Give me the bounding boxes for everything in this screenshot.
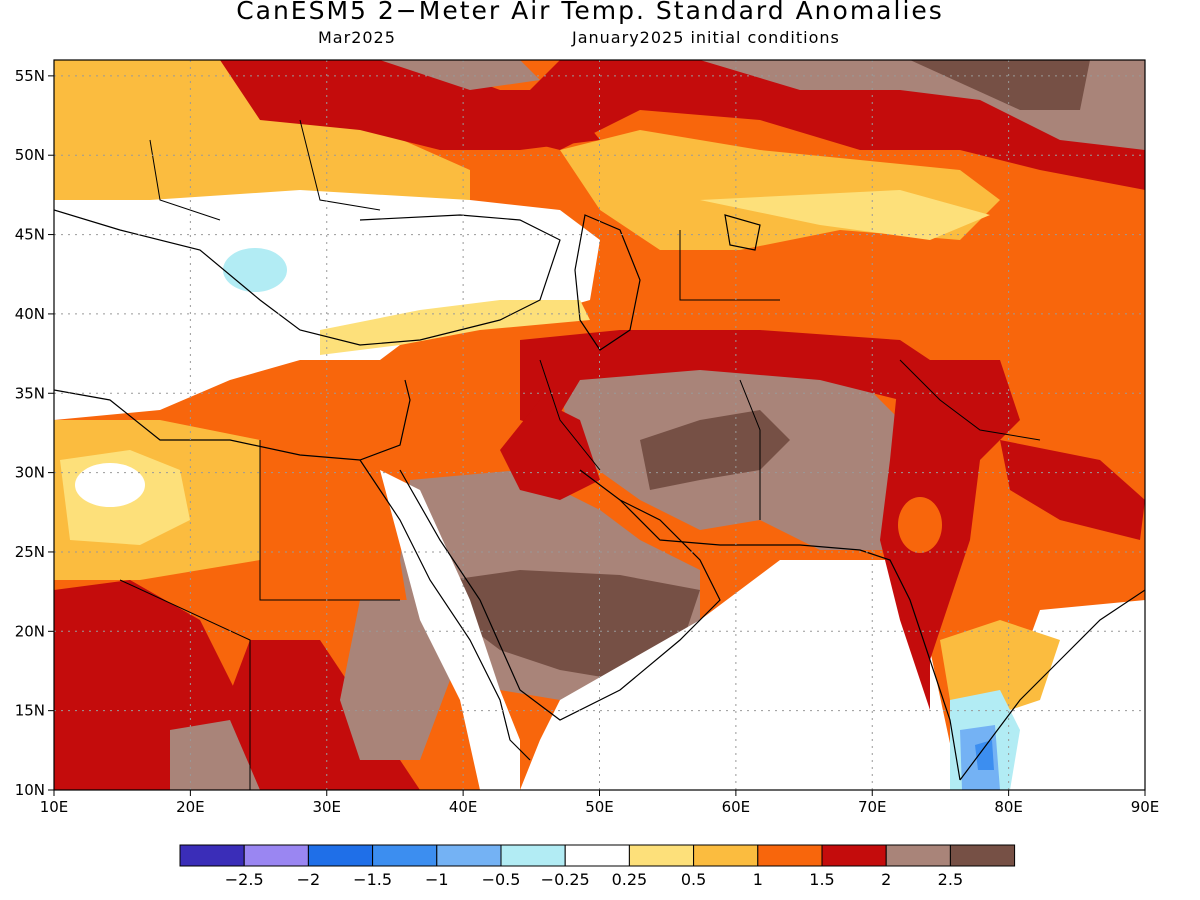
- lon-tick-label: 70E: [858, 798, 887, 816]
- arabian-sea-neutral: [520, 560, 960, 790]
- lat-tick-label: 10N: [15, 781, 45, 799]
- caspian-sea: [574, 214, 641, 351]
- east-india-hot: [1000, 440, 1145, 540]
- arabia-dark-core: [450, 570, 700, 680]
- map-title: CanESM5 2−Meter Air Temp. Standard Anoma…: [236, 0, 944, 25]
- colorbar-label: −2: [297, 870, 321, 889]
- colorbar-swatch: [821, 844, 887, 867]
- lon-tick-label: 80E: [994, 798, 1023, 816]
- axis-ticks: [48, 75, 1146, 796]
- colorbar-label: −1.5: [353, 870, 392, 889]
- colorbar-swatch: [693, 844, 759, 867]
- libya-neutral-spot: [75, 463, 145, 507]
- lat-tick-label: 20N: [15, 622, 45, 640]
- india-border: [899, 359, 1041, 441]
- lat-tick-label: 50N: [15, 146, 45, 164]
- colorbar-swatch: [179, 844, 245, 867]
- colorbar-label: −0.5: [482, 870, 521, 889]
- lon-tick-label: 30E: [312, 798, 341, 816]
- colorbar-label: 2: [881, 870, 891, 889]
- colorbar-swatch: [372, 844, 438, 867]
- iran-dark-core: [640, 410, 790, 490]
- lat-tick-label: 55N: [15, 67, 45, 85]
- black-sea-med-coast: [54, 209, 561, 346]
- colorbar-swatch: [436, 844, 502, 867]
- central-asia-mild-band: [700, 190, 990, 240]
- aral-sea: [724, 214, 761, 251]
- iran-india-coast: [619, 499, 961, 781]
- colorbar-swatch: [757, 844, 823, 867]
- colorbar-swatch: [949, 844, 1016, 867]
- lon-tick-label: 40E: [449, 798, 478, 816]
- lon-tick-label: 20E: [176, 798, 205, 816]
- sudan-brown-patch: [340, 600, 450, 760]
- colorbar-swatch: [500, 844, 566, 867]
- axis-tick-labels: 10E 20E 30E 40E 50E 60E 70E 80E 90E 10N 15N 20N 25N 3…: [15, 67, 1160, 816]
- colorbar-label: 1.5: [809, 870, 834, 889]
- arabia-coast: [399, 469, 721, 721]
- egypt-border: [259, 440, 400, 601]
- country-borders: [119, 119, 1041, 790]
- colorbar-swatch: [628, 844, 695, 867]
- valid-month-label: Mar2025: [318, 28, 396, 47]
- north-africa-coast: [54, 379, 411, 461]
- iraq-hot-patch: [500, 400, 600, 500]
- south-india-warm: [940, 620, 1060, 720]
- east-india-coast: [959, 589, 1145, 781]
- lat-tick-label: 45N: [15, 226, 45, 244]
- map-fill-layer: [54, 60, 1145, 790]
- colorbar-label: 2.5: [938, 870, 963, 889]
- iran-hot-border: [520, 330, 960, 430]
- kazakh-border: [679, 230, 780, 301]
- sudan-south-brown: [170, 720, 260, 790]
- colorbar-swatch: [243, 844, 309, 867]
- iraq-iran-border: [539, 359, 601, 471]
- siberia-dark-patch: [910, 60, 1090, 110]
- colorbar-label: −0.25: [541, 870, 590, 889]
- colorbar-label: 1: [753, 870, 763, 889]
- colorbar-label: −1: [425, 870, 449, 889]
- lat-tick-label: 30N: [15, 464, 45, 482]
- india-hot-band: [880, 360, 1020, 710]
- lon-tick-label: 10E: [40, 798, 69, 816]
- lat-tick-label: 35N: [15, 384, 45, 402]
- lat-tick-label: 15N: [15, 702, 45, 720]
- chad-border: [119, 579, 251, 790]
- turkey-mild-band: [320, 300, 590, 355]
- colorbar: −2.5 −2 −1.5 −1 −0.5 −0.25 0.25 0.5 1 1.5 2 2.5: [179, 844, 1016, 889]
- south-india-coldest: [975, 740, 994, 770]
- colorbar-swatch: [564, 844, 630, 867]
- lon-tick-label: 90E: [1131, 798, 1160, 816]
- colorbar-label: 0.5: [681, 870, 706, 889]
- lat-tick-label: 40N: [15, 305, 45, 323]
- europe-border-a: [299, 119, 381, 211]
- balkan-cool-spot: [223, 248, 287, 292]
- gridlines: [54, 60, 1145, 790]
- colorbar-label: 0.25: [612, 870, 648, 889]
- europe-border-b: [149, 139, 221, 221]
- coastlines: [54, 209, 1145, 781]
- eastern-europe-hot-patch: [220, 60, 600, 150]
- lat-tick-label: 25N: [15, 543, 45, 561]
- colorbar-swatch: [885, 844, 951, 867]
- iran-afghan-border: [739, 379, 761, 520]
- colorbar-swatch: [307, 844, 374, 867]
- russia-brown-patch: [380, 60, 540, 90]
- init-conditions-label: January2025 initial conditions: [572, 28, 840, 47]
- colorbar-label: −2.5: [225, 870, 264, 889]
- red-sea-west-coast: [359, 459, 531, 761]
- lon-tick-label: 50E: [585, 798, 614, 816]
- lon-tick-label: 60E: [722, 798, 751, 816]
- india-hot-spot: [898, 497, 942, 553]
- europe-warm-patch: [54, 60, 470, 220]
